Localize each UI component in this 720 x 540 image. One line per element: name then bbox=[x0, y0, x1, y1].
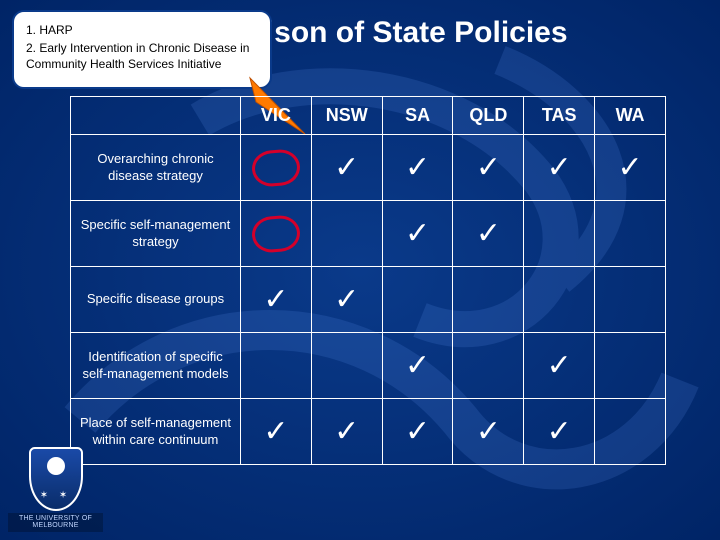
tick-icon: ✓ bbox=[618, 151, 643, 184]
table-cell: ✓ bbox=[241, 399, 312, 465]
tick-icon: ✓ bbox=[334, 415, 359, 448]
row-label: Identification of specific self-manageme… bbox=[71, 333, 241, 399]
table-cell bbox=[311, 201, 382, 267]
table-cell: ✓ bbox=[241, 267, 312, 333]
table-cell bbox=[595, 333, 666, 399]
col-header: QLD bbox=[453, 97, 524, 135]
table-cell: ✓ bbox=[595, 135, 666, 201]
col-header: SA bbox=[382, 97, 453, 135]
callout-box: 1. HARP 2. Early Intervention in Chronic… bbox=[12, 10, 272, 89]
logo-text: THE UNIVERSITY OF MELBOURNE bbox=[8, 513, 103, 532]
tick-icon: ✓ bbox=[405, 217, 430, 250]
tick-icon: ✓ bbox=[263, 283, 288, 316]
table-cell bbox=[595, 267, 666, 333]
tick-icon: ✓ bbox=[547, 415, 572, 448]
university-logo: THE UNIVERSITY OF MELBOURNE bbox=[8, 447, 103, 532]
table-cell: ✓ bbox=[453, 135, 524, 201]
tick-icon: ✓ bbox=[405, 349, 430, 382]
table-cell bbox=[595, 201, 666, 267]
col-header: NSW bbox=[311, 97, 382, 135]
tick-icon: ✓ bbox=[334, 283, 359, 316]
table-cell bbox=[595, 399, 666, 465]
table-cell: ✓ bbox=[311, 267, 382, 333]
tick-icon: ✓ bbox=[547, 151, 572, 184]
table-cell bbox=[382, 267, 453, 333]
crest-icon bbox=[29, 447, 83, 511]
table-cell bbox=[241, 201, 312, 267]
table-row: Place of self-management within care con… bbox=[71, 399, 666, 465]
row-label: Specific self-management strategy bbox=[71, 201, 241, 267]
red-circle-annotation bbox=[250, 213, 301, 253]
tick-icon: ✓ bbox=[476, 217, 501, 250]
table-cell bbox=[524, 267, 595, 333]
callout-line-1: 1. HARP bbox=[26, 22, 258, 38]
table-cell: ✓ bbox=[382, 135, 453, 201]
col-header: VIC bbox=[241, 97, 312, 135]
table-cell bbox=[524, 201, 595, 267]
table-cell bbox=[241, 135, 312, 201]
callout-line-2: 2. Early Intervention in Chronic Disease… bbox=[26, 40, 258, 72]
table-cell: ✓ bbox=[311, 399, 382, 465]
comparison-table: VIC NSW SA QLD TAS WA Overarching chroni… bbox=[70, 96, 666, 465]
table-cell: ✓ bbox=[524, 135, 595, 201]
table-cell: ✓ bbox=[453, 201, 524, 267]
tick-icon: ✓ bbox=[334, 151, 359, 184]
tick-icon: ✓ bbox=[405, 151, 430, 184]
table-cell bbox=[311, 333, 382, 399]
table-header-row: VIC NSW SA QLD TAS WA bbox=[71, 97, 666, 135]
tick-icon: ✓ bbox=[547, 349, 572, 382]
table-cell: ✓ bbox=[382, 333, 453, 399]
table-row: Specific self-management strategy ✓ ✓ bbox=[71, 201, 666, 267]
table-cell: ✓ bbox=[453, 399, 524, 465]
col-header: WA bbox=[595, 97, 666, 135]
col-header: TAS bbox=[524, 97, 595, 135]
table-cell bbox=[453, 267, 524, 333]
row-label: Overarching chronic disease strategy bbox=[71, 135, 241, 201]
table-cell: ✓ bbox=[311, 135, 382, 201]
tick-icon: ✓ bbox=[263, 415, 288, 448]
red-circle-annotation bbox=[250, 147, 301, 187]
table-row: Identification of specific self-manageme… bbox=[71, 333, 666, 399]
table-row: Overarching chronic disease strategy ✓ ✓ ✓ ✓… bbox=[71, 135, 666, 201]
tick-icon: ✓ bbox=[405, 415, 430, 448]
table-cell bbox=[453, 333, 524, 399]
table-cell: ✓ bbox=[524, 333, 595, 399]
header-blank bbox=[71, 97, 241, 135]
table-cell: ✓ bbox=[524, 399, 595, 465]
table-cell: ✓ bbox=[382, 399, 453, 465]
row-label: Specific disease groups bbox=[71, 267, 241, 333]
table-cell: ✓ bbox=[382, 201, 453, 267]
tick-icon: ✓ bbox=[476, 151, 501, 184]
tick-icon: ✓ bbox=[476, 415, 501, 448]
table-row: Specific disease groups ✓ ✓ bbox=[71, 267, 666, 333]
table-cell bbox=[241, 333, 312, 399]
